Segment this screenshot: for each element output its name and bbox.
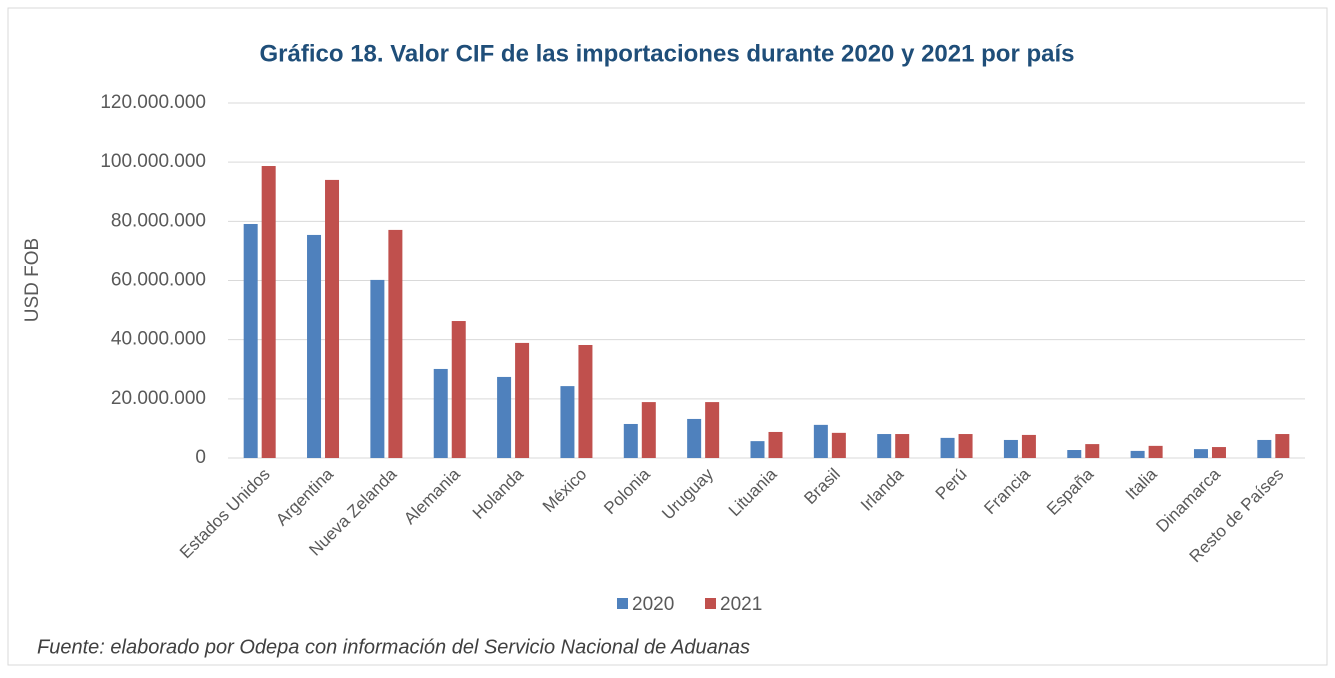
bar: [687, 418, 702, 458]
y-tick-label: 40.000.000: [111, 329, 206, 350]
bar: [1021, 434, 1036, 458]
bar: [895, 434, 910, 458]
legend-label: 2021: [720, 594, 762, 615]
y-tick-label: 60.000.000: [111, 270, 206, 291]
chart-title: Gráfico 18. Valor CIF de las importacion…: [260, 40, 1075, 67]
bar: [1193, 449, 1208, 458]
bar: [578, 344, 593, 458]
chart-border: [7, 7, 1328, 666]
y-tick-label: 0: [195, 447, 206, 468]
bar: [560, 386, 575, 458]
bar: [451, 321, 466, 458]
bar: [325, 179, 340, 458]
bar: [388, 229, 403, 458]
bar: [1275, 434, 1290, 458]
bar: [243, 223, 258, 458]
bar: [705, 402, 720, 458]
y-tick-label: 80.000.000: [111, 210, 206, 231]
y-tick-label: 100.000.000: [100, 151, 206, 172]
legend-swatch: [705, 598, 716, 609]
y-tick-label: 20.000.000: [111, 388, 206, 409]
source-note: Fuente: elaborado por Odepa con informac…: [37, 636, 750, 658]
bar: [831, 432, 846, 458]
bar: [768, 431, 783, 458]
bar: [750, 441, 765, 458]
bar: [497, 376, 512, 458]
bar: [370, 279, 385, 458]
bar: [958, 434, 973, 458]
bar: [433, 368, 448, 458]
bar: [1211, 447, 1226, 458]
y-tick-label: 120.000.000: [100, 92, 206, 113]
bar: [877, 434, 892, 458]
legend-label: 2020: [632, 594, 674, 615]
bar: [1257, 439, 1272, 458]
legend-swatch: [617, 598, 628, 609]
bar: [1148, 445, 1163, 458]
bar: [307, 234, 322, 458]
bar: [1130, 450, 1145, 458]
bar: [623, 423, 638, 458]
bar: [641, 402, 656, 458]
bar: [940, 437, 955, 458]
bar: [1085, 444, 1100, 458]
bar: [515, 342, 530, 458]
bar: [1003, 439, 1018, 458]
bar: [813, 424, 828, 458]
bar: [261, 166, 276, 458]
y-axis-label: USD FOB: [22, 238, 43, 322]
bar: [1067, 450, 1082, 458]
